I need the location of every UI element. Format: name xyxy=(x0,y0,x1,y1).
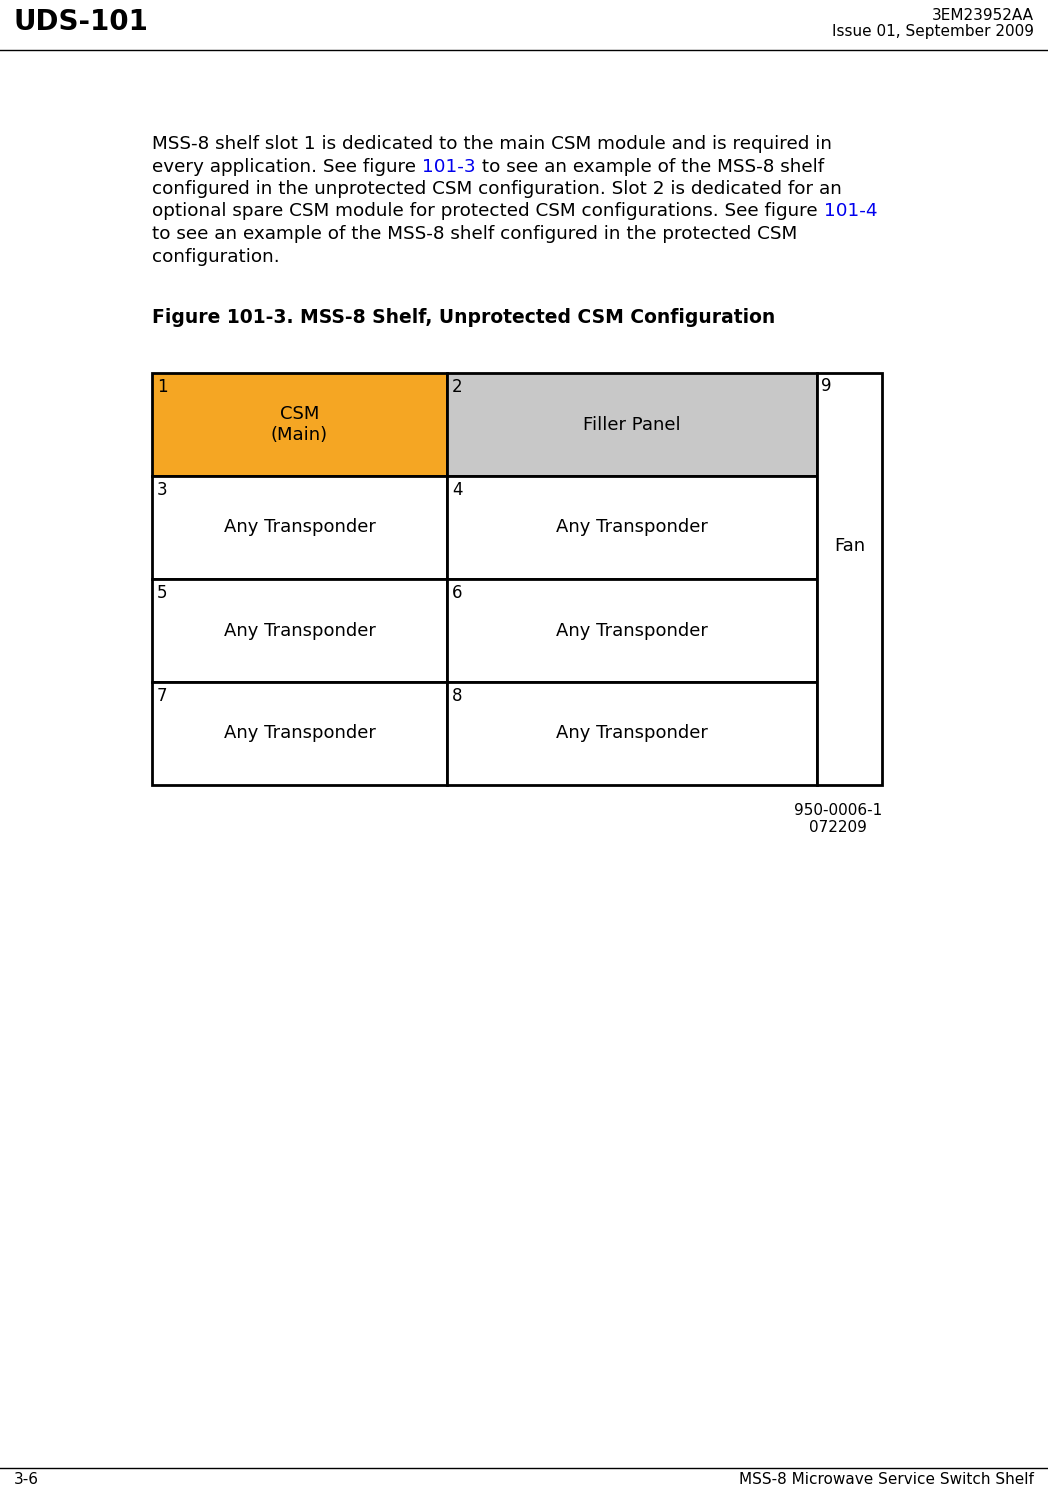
Text: 9: 9 xyxy=(821,377,831,395)
Bar xyxy=(447,476,817,580)
Text: MSS-8 Microwave Service Switch Shelf: MSS-8 Microwave Service Switch Shelf xyxy=(739,1473,1034,1488)
Bar xyxy=(447,682,817,785)
Text: UDS-101: UDS-101 xyxy=(14,7,149,36)
Text: 6: 6 xyxy=(452,584,462,602)
Text: 8: 8 xyxy=(452,688,462,706)
Text: Figure 101-3. MSS-8 Shelf, Unprotected CSM Configuration: Figure 101-3. MSS-8 Shelf, Unprotected C… xyxy=(152,309,776,327)
Bar xyxy=(152,682,447,785)
Bar xyxy=(817,373,882,785)
Text: optional spare CSM module for protected CSM configurations. See figure: optional spare CSM module for protected … xyxy=(152,202,824,220)
Text: configuration.: configuration. xyxy=(152,247,280,265)
Bar xyxy=(152,373,447,476)
Text: 2: 2 xyxy=(452,377,462,395)
Text: Any Transponder: Any Transponder xyxy=(556,518,708,536)
Text: every application. See figure: every application. See figure xyxy=(152,157,422,175)
Text: Filler Panel: Filler Panel xyxy=(583,415,681,433)
Bar xyxy=(447,373,817,476)
Text: Any Transponder: Any Transponder xyxy=(556,622,708,640)
Text: Any Transponder: Any Transponder xyxy=(556,725,708,743)
Text: Any Transponder: Any Transponder xyxy=(223,725,375,743)
Text: to see an example of the MSS-8 shelf configured in the protected CSM: to see an example of the MSS-8 shelf con… xyxy=(152,225,798,243)
Text: 950-0006-1
072209: 950-0006-1 072209 xyxy=(793,803,882,836)
Bar xyxy=(152,580,447,682)
Text: Fan: Fan xyxy=(834,538,865,556)
Text: to see an example of the MSS-8 shelf: to see an example of the MSS-8 shelf xyxy=(476,157,824,175)
Text: 5: 5 xyxy=(157,584,168,602)
Text: 101-4: 101-4 xyxy=(824,202,877,220)
Text: 1: 1 xyxy=(157,377,168,395)
Text: 7: 7 xyxy=(157,688,168,706)
Text: 101-3: 101-3 xyxy=(422,157,476,175)
Text: 4: 4 xyxy=(452,481,462,499)
Text: Any Transponder: Any Transponder xyxy=(223,518,375,536)
Text: MSS-8 shelf slot 1 is dedicated to the main CSM module and is required in: MSS-8 shelf slot 1 is dedicated to the m… xyxy=(152,135,832,153)
Text: Issue 01, September 2009: Issue 01, September 2009 xyxy=(832,24,1034,39)
Text: Any Transponder: Any Transponder xyxy=(223,622,375,640)
Text: 3EM23952AA: 3EM23952AA xyxy=(932,7,1034,22)
Text: 3-6: 3-6 xyxy=(14,1473,39,1488)
Text: CSM
(Main): CSM (Main) xyxy=(271,404,328,443)
Bar xyxy=(152,476,447,580)
Text: configured in the unprotected CSM configuration. Slot 2 is dedicated for an: configured in the unprotected CSM config… xyxy=(152,180,842,198)
Text: 3: 3 xyxy=(157,481,168,499)
Bar xyxy=(447,580,817,682)
